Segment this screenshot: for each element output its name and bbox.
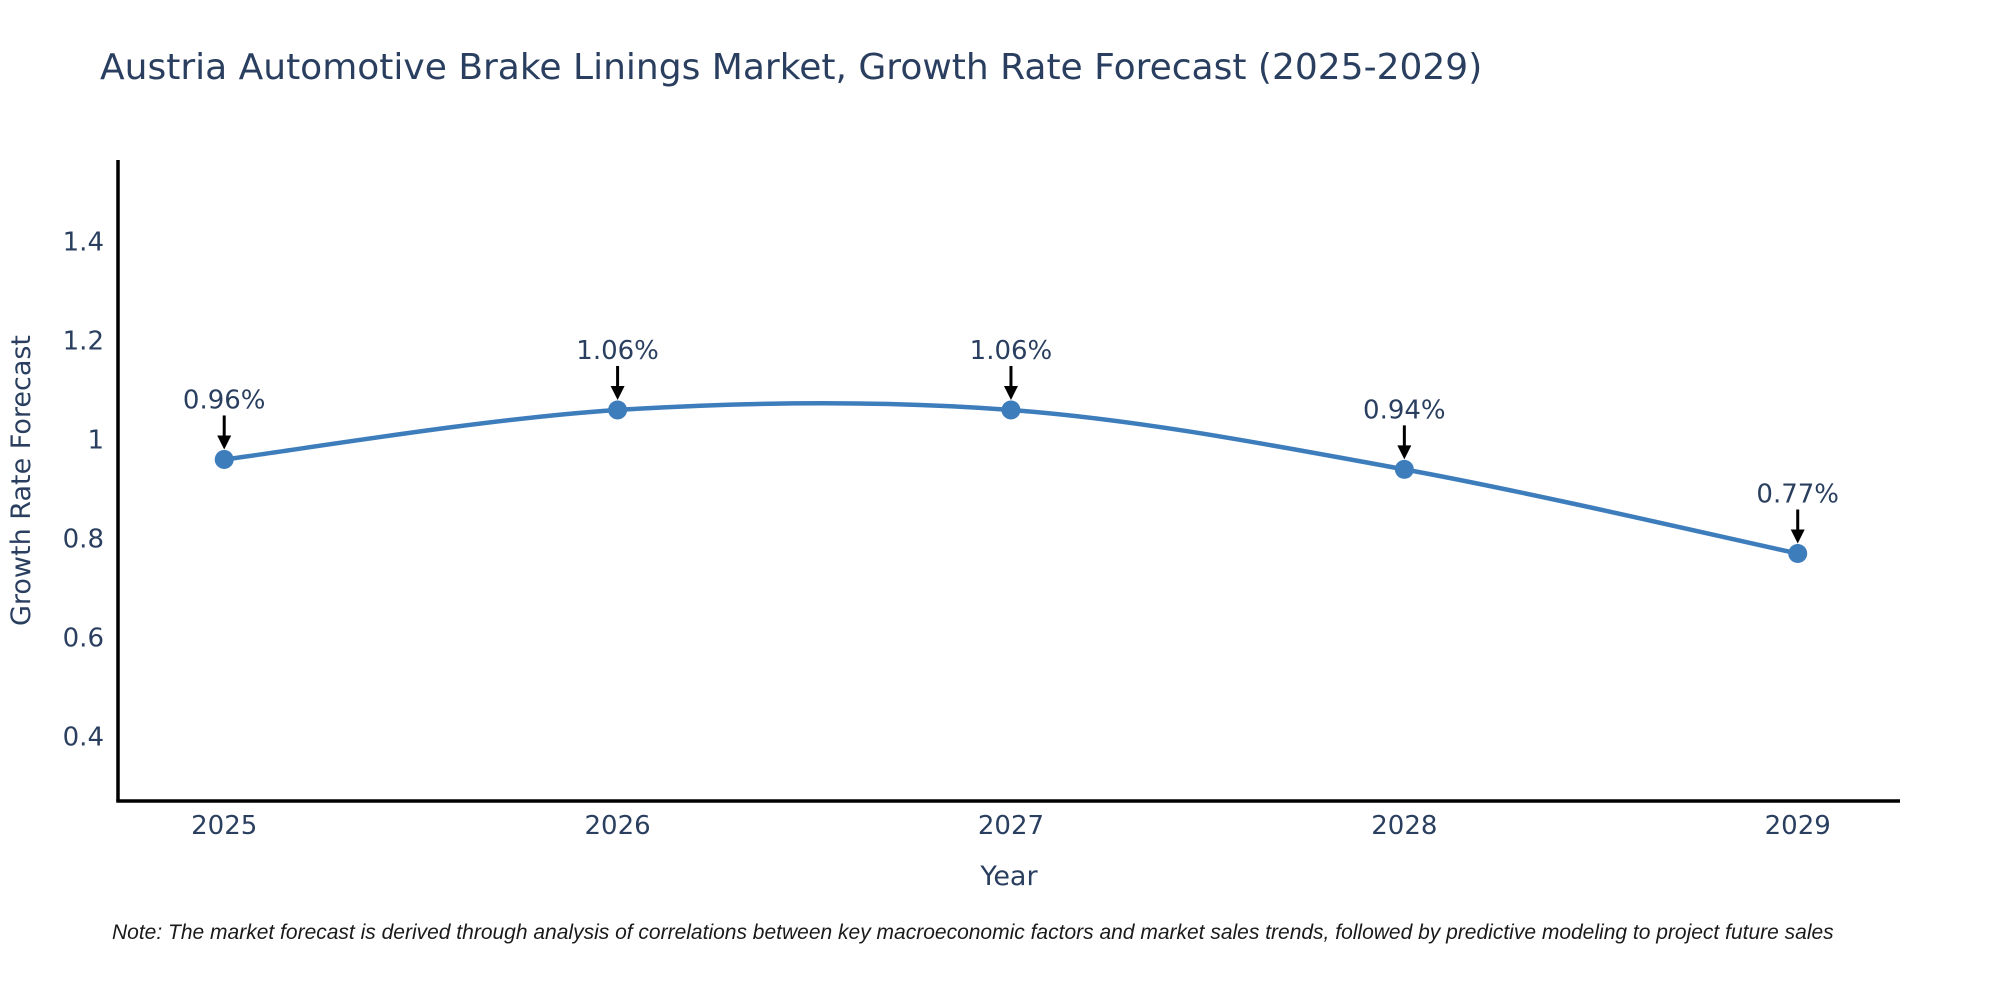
y-tick-label: 0.8 [63,525,104,555]
trend-line [223,400,1799,556]
x-axis-title: Year [979,861,1038,892]
data-point-label: 0.94% [1363,395,1446,425]
x-tick-label: 2029 [1765,811,1831,841]
annotation-arrow-head [1397,445,1412,460]
annotation-arrow-head [217,435,232,450]
data-point-marker [608,400,628,420]
data-point-label: 0.77% [1756,480,1839,510]
y-tick-label: 1.4 [63,228,104,258]
data-point-marker [214,449,234,469]
data-point-label: 1.06% [970,336,1053,366]
y-tick-label: 1.2 [63,327,104,357]
y-tick-label: 0.4 [63,723,104,753]
footnote: Note: The market forecast is derived thr… [112,921,1834,944]
y-axis-title: Growth Rate Forecast [6,335,37,626]
data-point-marker [1001,400,1021,420]
annotation-arrow-head [1790,529,1805,544]
y-tick-label: 1 [87,426,104,456]
data-point-marker [1788,544,1808,564]
x-tick-label: 2025 [191,811,257,841]
annotation-arrow-head [1003,385,1018,400]
x-tick-label: 2027 [978,811,1044,841]
annotation-arrow-head [610,385,625,400]
data-point-label: 1.06% [576,336,659,366]
chart-title: Austria Automotive Brake Linings Market,… [100,47,1483,88]
y-tick-label: 0.6 [63,624,104,654]
x-tick-label: 2028 [1371,811,1437,841]
x-tick-label: 2026 [585,811,651,841]
data-point-label: 0.96% [183,385,266,415]
data-point-marker [1394,459,1414,479]
